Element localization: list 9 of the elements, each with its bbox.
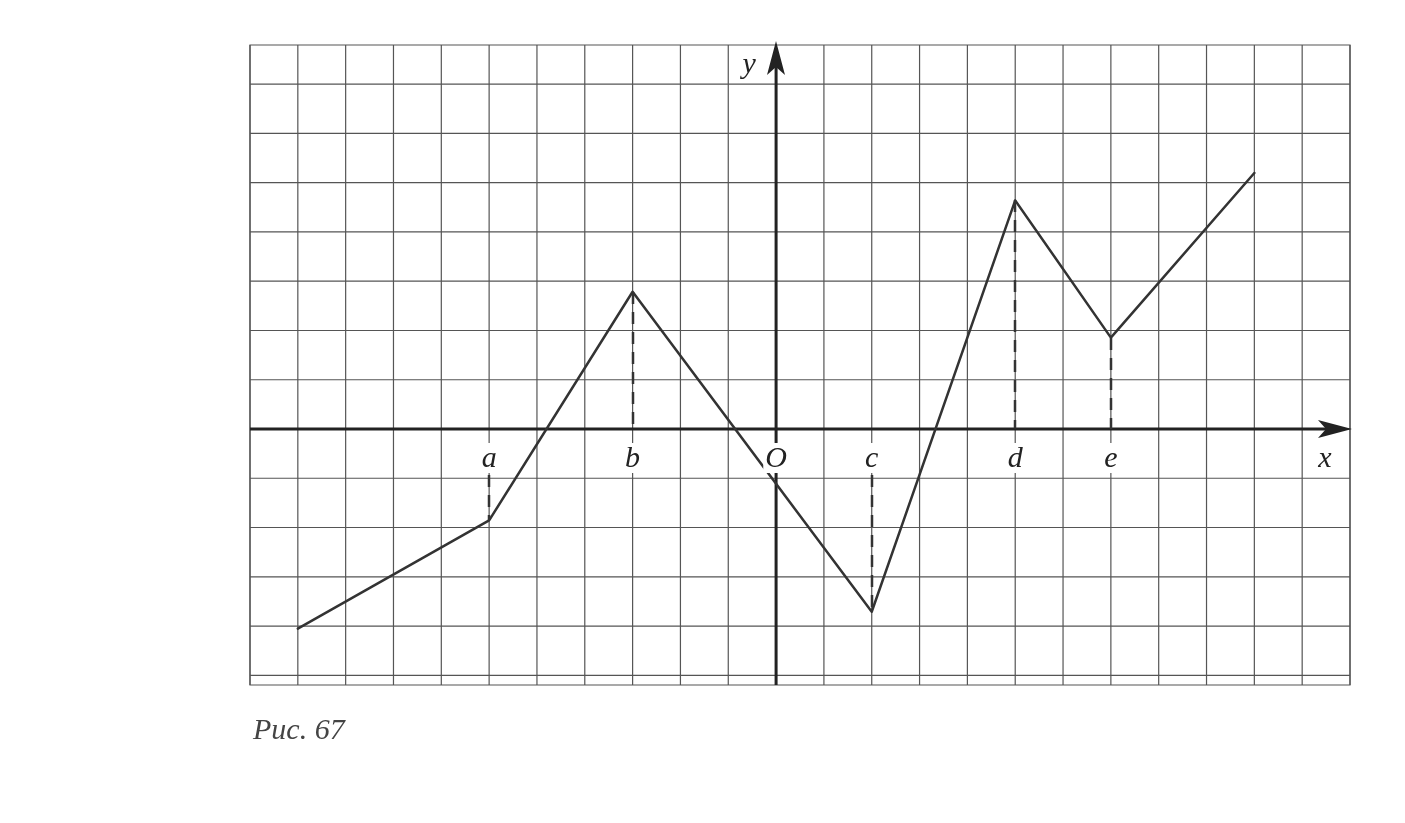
x-tick-label: O (765, 439, 787, 473)
x-tick-label: a (481, 439, 497, 473)
x-axis-title: x (1317, 439, 1333, 473)
text: Рис. 67 (253, 712, 345, 746)
x-tick-label: b (625, 439, 641, 473)
x-tick-label: c (865, 439, 879, 473)
x-tick-label: e (1104, 439, 1118, 473)
y-axis-title: y (739, 45, 757, 79)
x-tick-label: d (1007, 439, 1024, 473)
